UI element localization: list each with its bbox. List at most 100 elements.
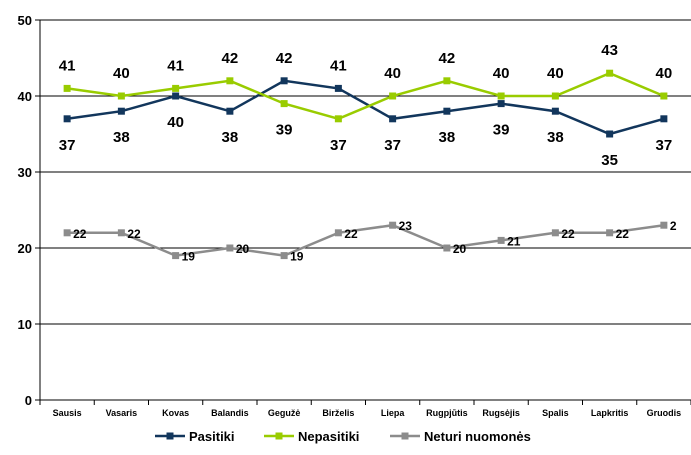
- data-label: 42: [276, 50, 293, 67]
- data-label: 2: [670, 219, 677, 233]
- y-tick-label: 10: [18, 317, 32, 332]
- legend-label: Nepasitiki: [298, 429, 359, 444]
- x-tick-label: Birželis: [322, 408, 354, 418]
- legend-swatch-marker: [166, 432, 174, 440]
- data-label: 41: [167, 57, 184, 74]
- data-label: 38: [547, 129, 564, 146]
- data-label: 37: [59, 137, 76, 154]
- legend-label: Neturi nuomonės: [424, 429, 531, 444]
- data-point: [551, 107, 559, 115]
- data-point: [63, 84, 71, 92]
- legend-swatch-marker: [401, 432, 409, 440]
- data-point: [280, 252, 288, 260]
- data-point: [606, 69, 614, 77]
- x-tick-label: Balandis: [211, 408, 249, 418]
- x-tick-label: Lapkritis: [591, 408, 629, 418]
- data-point: [226, 107, 234, 115]
- data-label: 40: [113, 65, 130, 82]
- data-point: [280, 100, 288, 108]
- series-line-0: [66, 79, 665, 136]
- data-point: [551, 229, 559, 237]
- data-label: 22: [616, 227, 630, 241]
- data-label: 20: [236, 242, 250, 256]
- data-label: 40: [384, 65, 401, 82]
- data-label: 42: [222, 50, 239, 67]
- data-point: [389, 115, 397, 123]
- data-label: 37: [384, 137, 401, 154]
- x-tick-label: Rugpjūtis: [426, 408, 468, 418]
- data-point: [660, 221, 668, 229]
- x-tick-label: Kovas: [162, 408, 189, 418]
- data-point: [443, 107, 451, 115]
- data-label: 39: [493, 122, 510, 139]
- data-point: [497, 236, 505, 244]
- x-tick-label: Sausis: [53, 408, 82, 418]
- legend-item: Nepasitiki: [264, 429, 359, 444]
- series-line-1: [66, 71, 665, 121]
- data-point: [63, 229, 71, 237]
- data-label: 37: [330, 137, 347, 154]
- data-label: 19: [290, 250, 304, 264]
- data-label: 38: [439, 129, 456, 146]
- data-label: 42: [439, 50, 456, 67]
- data-point: [660, 92, 668, 100]
- legend-swatch-marker: [275, 432, 283, 440]
- data-label: 43: [601, 42, 618, 59]
- gridlines: [40, 19, 691, 325]
- x-tick-label: Vasaris: [106, 408, 138, 418]
- data-label: 40: [547, 65, 564, 82]
- legend-item: Pasitiki: [155, 429, 235, 444]
- data-label: 22: [73, 227, 87, 241]
- series-line-2: [67, 223, 665, 257]
- data-point: [280, 77, 288, 85]
- data-point: [497, 92, 505, 100]
- data-label: 20: [453, 242, 467, 256]
- data-label: 22: [127, 227, 141, 241]
- data-labels: 37 38 40 38 42 41 37 38 39 38 35 37 41 40 41 42 39 37 40 42…: [59, 42, 677, 263]
- data-label: 22: [561, 227, 575, 241]
- legend-label: Pasitiki: [189, 429, 235, 444]
- data-point: [63, 115, 71, 123]
- data-label: 41: [59, 57, 76, 74]
- x-tick-label: Gegužė: [268, 408, 301, 418]
- legend: Pasitiki Nepasitiki Neturi nuomonės: [155, 429, 531, 444]
- y-tick-label: 40: [18, 89, 32, 104]
- data-point: [606, 130, 614, 138]
- data-point: [117, 107, 125, 115]
- data-point: [226, 77, 234, 85]
- y-tick-label: 50: [18, 13, 32, 28]
- series-layer: [63, 69, 668, 260]
- x-tick-label: Gruodis: [647, 408, 682, 418]
- data-point: [172, 84, 180, 92]
- data-label: 40: [656, 65, 673, 82]
- data-label: 40: [167, 114, 184, 131]
- data-label: 40: [493, 65, 510, 82]
- y-tick-label: 20: [18, 241, 32, 256]
- data-point: [443, 244, 451, 252]
- data-point: [117, 92, 125, 100]
- data-label: 41: [330, 57, 347, 74]
- data-point: [443, 77, 451, 85]
- data-point: [117, 229, 125, 237]
- data-label: 38: [113, 129, 130, 146]
- data-point: [226, 244, 234, 252]
- data-point: [334, 84, 342, 92]
- data-point: [497, 100, 505, 108]
- data-label: 39: [276, 122, 293, 139]
- data-point: [172, 252, 180, 260]
- legend-item: Neturi nuomonės: [390, 429, 531, 444]
- axes: 0 10 20 30 40 50 Sausis Vasaris Kovas Balandis Geg…: [18, 13, 691, 418]
- x-tick-label: Liepa: [381, 408, 406, 418]
- data-label: 38: [222, 129, 239, 146]
- data-label: 23: [399, 219, 413, 233]
- data-label: 21: [507, 234, 521, 248]
- data-point: [551, 92, 559, 100]
- data-label: 19: [182, 250, 196, 264]
- y-tick-label: 0: [25, 393, 32, 408]
- data-point: [660, 115, 668, 123]
- x-tick-label: Spalis: [542, 408, 569, 418]
- data-point: [389, 92, 397, 100]
- data-point: [389, 221, 397, 229]
- data-label: 22: [344, 227, 358, 241]
